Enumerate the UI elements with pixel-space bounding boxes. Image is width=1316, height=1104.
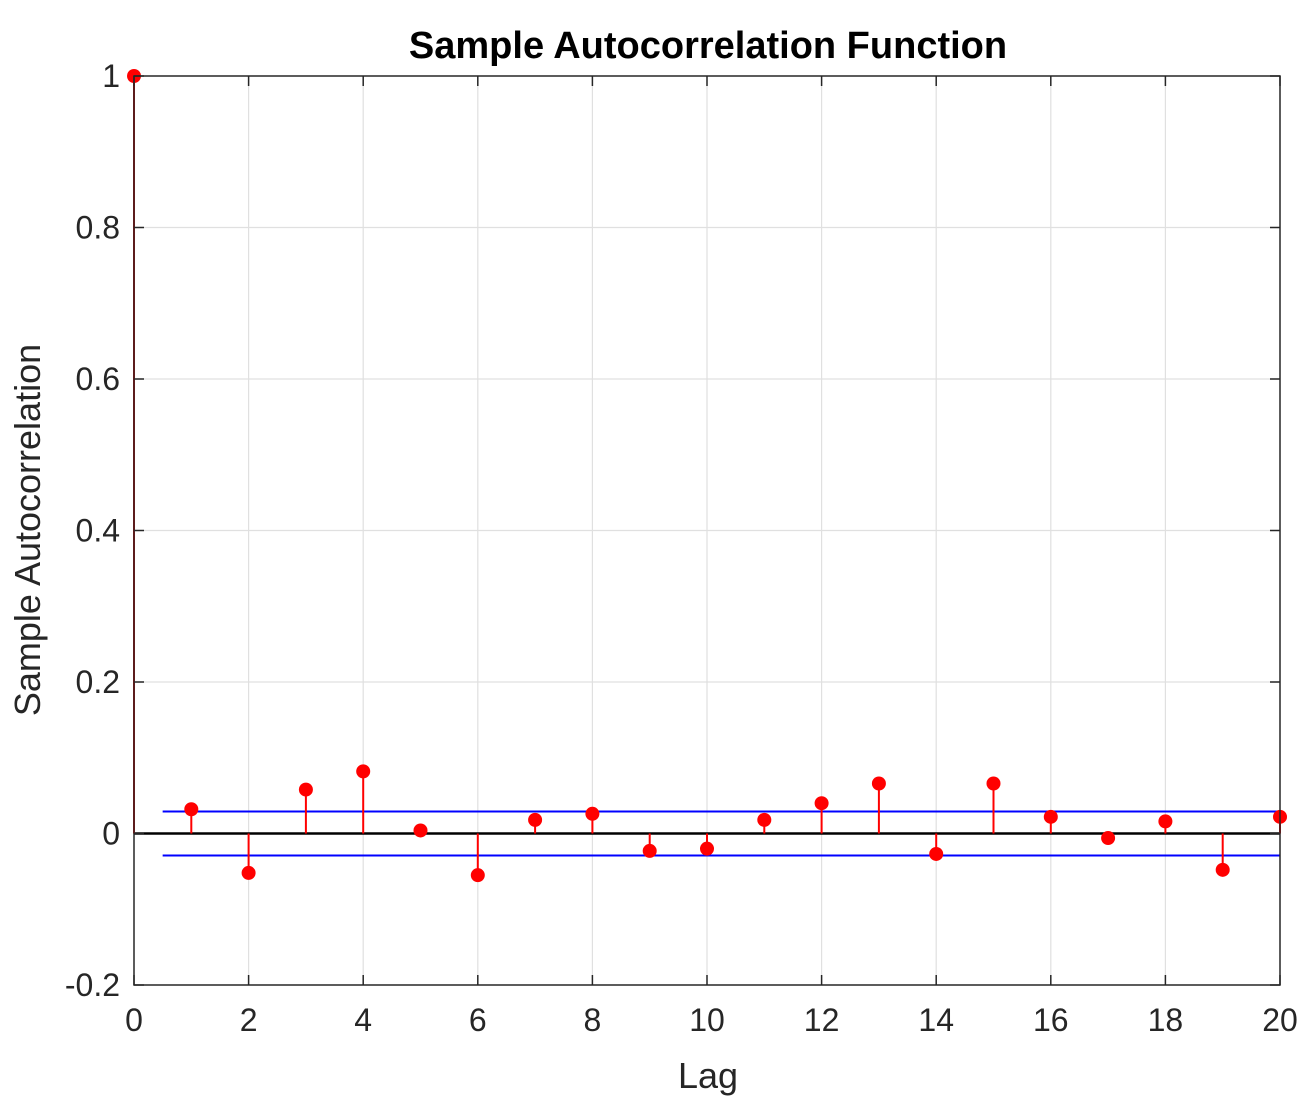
x-tick-label: 14 <box>918 1002 954 1038</box>
x-tick-label: 0 <box>125 1002 143 1038</box>
y-tick-label: -0.2 <box>65 967 120 1003</box>
stem-marker <box>929 846 944 861</box>
stem-marker <box>1158 814 1173 829</box>
x-tick-label: 8 <box>584 1002 602 1038</box>
y-tick-label: 0.2 <box>76 664 120 700</box>
stem-marker <box>413 823 428 838</box>
stem-marker <box>1215 862 1230 877</box>
grid-lines <box>134 76 1280 985</box>
stem-marker <box>757 812 772 827</box>
y-tick-label: 1 <box>102 58 120 94</box>
stem-marker <box>470 868 485 883</box>
y-axis-label: Sample Autocorrelation <box>7 344 48 716</box>
stem-marker <box>528 812 543 827</box>
stem-marker <box>298 782 313 797</box>
confidence-bounds <box>162 810 1280 857</box>
x-tick-label: 4 <box>354 1002 372 1038</box>
stem-marker <box>585 806 600 821</box>
y-tick-label: 0.6 <box>76 361 120 397</box>
x-tick-label: 10 <box>689 1002 725 1038</box>
axes-frame <box>133 75 1281 986</box>
x-tick-labels: 0 2 4 6 8 10 12 14 16 18 20 <box>125 1002 1298 1038</box>
x-tick-label: 18 <box>1148 1002 1184 1038</box>
x-tick-label: 16 <box>1033 1002 1069 1038</box>
stem-marker <box>986 776 1001 791</box>
x-tick-label: 20 <box>1262 1002 1298 1038</box>
x-tick-label: 6 <box>469 1002 487 1038</box>
x-tick-label: 12 <box>804 1002 840 1038</box>
y-tick-label: 0.4 <box>76 513 120 549</box>
stem-marker <box>1043 809 1058 824</box>
stem-marker <box>642 843 657 858</box>
stem-marker <box>871 776 886 791</box>
stem-marker <box>241 865 256 880</box>
stem-marker <box>814 796 829 811</box>
y-tick-label: 0.8 <box>76 210 120 246</box>
stem-marker <box>700 841 714 856</box>
y-tick-labels: -0.2 0 0.2 0.4 0.6 0.8 1 <box>65 58 120 1003</box>
chart-title: Sample Autocorrelation Function <box>409 25 1007 67</box>
stem-marker <box>184 802 199 817</box>
x-axis-label: Lag <box>678 1055 738 1096</box>
stem-marker <box>1101 831 1116 846</box>
x-tick-label: 2 <box>240 1002 258 1038</box>
stem-marker <box>356 764 371 779</box>
y-tick-label: 0 <box>102 816 120 852</box>
